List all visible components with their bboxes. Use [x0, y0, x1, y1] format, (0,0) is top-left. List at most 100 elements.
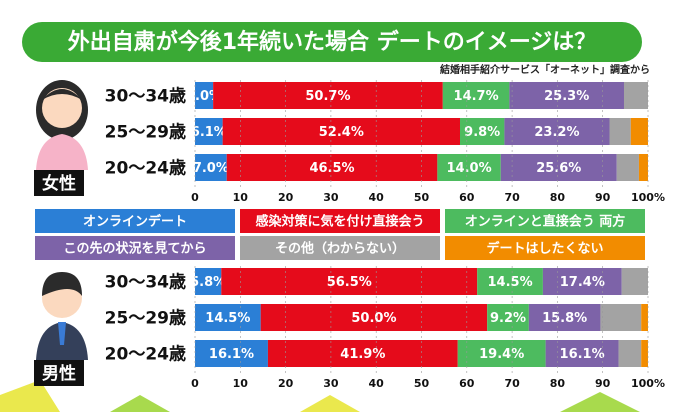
bar-segment	[616, 154, 639, 181]
x-tick-label: 40	[369, 377, 385, 390]
y-tick-label: 20〜24歳	[105, 158, 186, 179]
x-tick-label: 80	[550, 377, 566, 390]
male-icon	[36, 272, 88, 360]
face	[42, 88, 82, 128]
value-label: 50.7%	[305, 89, 350, 104]
value-label: 19.4%	[479, 347, 524, 362]
gender-box	[34, 360, 84, 386]
value-label: 41.9%	[340, 347, 385, 362]
title-pill	[22, 22, 642, 62]
y-tick-label: 25〜29歳	[105, 308, 186, 329]
x-tick-label: 30	[323, 377, 339, 390]
female-icon	[36, 80, 88, 170]
bar-segment	[600, 304, 642, 331]
bar-segment	[609, 118, 631, 145]
value-label: 7.0%	[193, 161, 229, 176]
legend-swatch	[240, 209, 440, 233]
value-label: 56.5%	[327, 275, 372, 290]
value-label: 16.1%	[209, 347, 254, 362]
bar-segment	[528, 304, 601, 331]
bar-segment	[504, 118, 610, 145]
legend-label: オンラインと直接会う 両方	[465, 214, 626, 230]
value-label: 25.6%	[536, 161, 581, 176]
bar-segment	[226, 154, 438, 181]
x-tick-label: 50	[414, 191, 430, 204]
legend-swatch	[35, 209, 235, 233]
bangs	[42, 89, 82, 100]
x-tick-label: 100%	[631, 377, 665, 390]
value-label: 16.1%	[560, 347, 605, 362]
value-label: 9.8%	[464, 125, 500, 140]
bar-segment	[641, 340, 648, 367]
gender-box	[34, 170, 84, 196]
bar-segment	[195, 82, 214, 109]
bar-segment	[267, 340, 458, 367]
legend-swatch	[445, 209, 645, 233]
y-tick-label: 30〜34歳	[105, 86, 186, 107]
value-label: 15.8%	[542, 311, 587, 326]
bar-segment	[222, 118, 461, 145]
x-tick-label: 50	[414, 377, 430, 390]
bar-segment	[442, 82, 510, 109]
legend-label: オンラインデート	[83, 214, 187, 230]
value-label: 6.1%	[191, 125, 227, 140]
value-label: 9.2%	[490, 311, 526, 326]
bar-segment	[195, 340, 268, 367]
legend-label: デートはしたくない	[486, 241, 603, 257]
x-tick-label: 70	[504, 377, 520, 390]
bar-segment	[638, 154, 648, 181]
value-label: 46.5%	[309, 161, 354, 176]
x-tick-label: 0	[191, 377, 199, 390]
hair	[42, 272, 82, 296]
bar-segment	[623, 82, 648, 109]
bar-segment	[630, 118, 648, 145]
x-tick-label: 90	[595, 191, 611, 204]
x-tick-label: 0	[191, 191, 199, 204]
bar-segment	[621, 268, 648, 295]
legend-swatch	[35, 236, 235, 260]
stripe	[0, 380, 60, 412]
x-tick-label: 40	[369, 191, 385, 204]
value-label: 14.5%	[205, 311, 250, 326]
bar-segment	[221, 268, 478, 295]
x-tick-label: 10	[233, 377, 249, 390]
value-label: 23.2%	[534, 125, 579, 140]
y-tick-label: 30〜34歳	[105, 272, 186, 293]
bar-segment	[195, 154, 227, 181]
stripe	[110, 395, 170, 412]
legend-swatch	[240, 236, 440, 260]
x-tick-label: 80	[550, 191, 566, 204]
legend-label: その他（わからない）	[275, 241, 405, 257]
body	[36, 134, 88, 170]
stripe	[560, 392, 640, 412]
value-label: 14.5%	[488, 275, 533, 290]
bar-segment	[477, 268, 543, 295]
value-label: 5.8%	[190, 275, 226, 290]
x-tick-label: 100%	[631, 191, 665, 204]
bar-segment	[195, 118, 223, 145]
x-tick-label: 20	[278, 191, 294, 204]
bar-segment	[542, 268, 622, 295]
x-tick-label: 70	[504, 191, 520, 204]
gender-label: 男性	[42, 363, 76, 384]
bar-segment	[500, 154, 617, 181]
value-label: 14.0%	[447, 161, 492, 176]
x-tick-label: 30	[323, 191, 339, 204]
x-tick-label: 60	[459, 191, 475, 204]
value-label: 50.0%	[351, 311, 396, 326]
y-tick-label: 20〜24歳	[105, 344, 186, 365]
bar-segment	[460, 118, 505, 145]
bar-segment	[487, 304, 529, 331]
bar-segment	[260, 304, 488, 331]
stripe	[300, 395, 360, 412]
bar-segment	[641, 304, 648, 331]
bar-segment	[457, 340, 546, 367]
stripes	[0, 380, 640, 412]
legend-label: 感染対策に気を付け直接会う	[255, 214, 424, 230]
legend-label: この先の状況を見てから	[63, 241, 206, 257]
x-tick-label: 20	[278, 377, 294, 390]
bar-segment	[437, 154, 501, 181]
bar-segment	[195, 304, 261, 331]
source: 結婚相手紹介サービス「オーネット」調査から	[440, 63, 650, 76]
